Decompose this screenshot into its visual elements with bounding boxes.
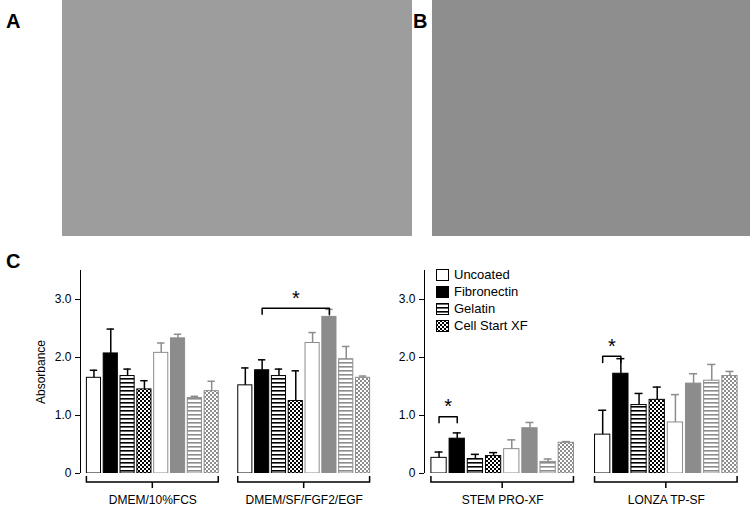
svg-text:1.0: 1.0 <box>399 408 416 422</box>
svg-text:*: * <box>444 395 452 417</box>
html-text:Uncoated: Uncoated <box>454 267 510 282</box>
html-text:Cell Start XF: Cell Start XF <box>454 318 528 333</box>
svg-text:LONZA TP-SF: LONZA TP-SF <box>628 493 705 507</box>
html-text:C: C <box>6 250 21 272</box>
svg-text:*: * <box>292 287 300 309</box>
svg-text:2.0: 2.0 <box>55 350 72 364</box>
svg-text:0: 0 <box>65 466 72 480</box>
svg-text:DMEM/SF/FGF2/EGF: DMEM/SF/FGF2/EGF <box>246 493 363 507</box>
html-text:B: B <box>413 10 428 32</box>
svg-text:Absorbance: Absorbance <box>34 340 48 404</box>
svg-text:*: * <box>608 335 616 357</box>
svg-text:3.0: 3.0 <box>399 292 416 306</box>
html-text:Gelatin: Gelatin <box>454 301 496 316</box>
html-text:Fibronectin: Fibronectin <box>454 284 519 299</box>
svg-text:1.0: 1.0 <box>55 408 72 422</box>
svg-text:2.0: 2.0 <box>399 350 416 364</box>
svg-text:0: 0 <box>409 466 416 480</box>
svg-text:DMEM/10%FCS: DMEM/10%FCS <box>109 493 197 507</box>
svg-text:STEM PRO-XF: STEM PRO-XF <box>462 493 544 507</box>
html-text:A: A <box>6 10 21 32</box>
svg-text:3.0: 3.0 <box>55 292 72 306</box>
